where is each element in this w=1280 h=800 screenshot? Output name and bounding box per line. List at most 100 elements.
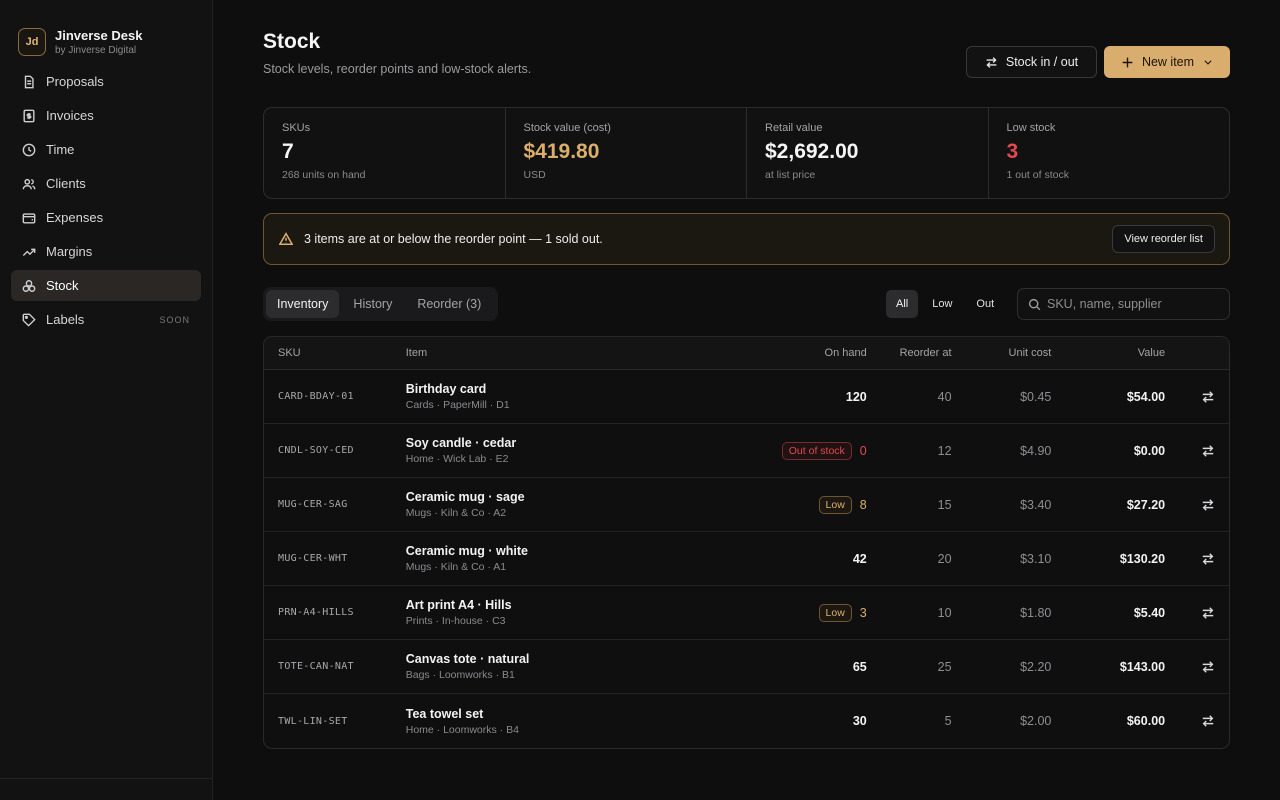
- stat-stock-value: Stock value (cost) $419.80 USD: [506, 108, 747, 198]
- sku-code: MUG-CER-WHT: [278, 553, 348, 564]
- reorder-at: 15: [937, 497, 952, 512]
- stock-in-out-button[interactable]: Stock in / out: [966, 46, 1097, 78]
- sidebar-item-labels[interactable]: Labels SOON: [11, 304, 201, 335]
- stats-panel: SKUs 7 268 units on hand Stock value (co…: [263, 107, 1230, 199]
- adjust-stock-icon[interactable]: [1201, 660, 1215, 674]
- alert-text: 3 items are at or below the reorder poin…: [304, 232, 603, 246]
- adjust-stock-icon[interactable]: [1201, 498, 1215, 512]
- stat-label: Stock value (cost): [523, 122, 611, 134]
- sidebar-item-label: Labels: [46, 312, 85, 327]
- item-name: Soy candle · cedar: [405, 436, 517, 450]
- stat-retail-value: Retail value $2,692.00 at list price: [747, 108, 989, 198]
- table-header: SKU Item On hand Reorder at Unit cost Va…: [264, 337, 1229, 370]
- sidebar-item-label: Stock: [46, 278, 79, 293]
- brand-name: Jinverse Desk: [55, 28, 143, 43]
- new-item-label: New item: [1141, 55, 1195, 69]
- sidebar-item-label: Expenses: [46, 210, 104, 225]
- filter-low[interactable]: Low: [932, 298, 953, 310]
- tab-inventory[interactable]: Inventory: [266, 290, 340, 318]
- unit-cost: $3.40: [1020, 497, 1052, 512]
- item-name: Art print A4 · Hills: [405, 598, 512, 612]
- table-row[interactable]: TOTE-CAN-NAT Canvas tote · natural Bags ·…: [264, 640, 1229, 694]
- sidebar-item-label: Clients: [46, 176, 86, 191]
- sidebar: Jd Jinverse Desk by Jinverse Digital Pro…: [0, 0, 213, 800]
- sidebar-item-expenses[interactable]: Expenses: [11, 202, 201, 233]
- column-header-reorder-at[interactable]: Reorder at: [899, 347, 952, 359]
- stat-subtext: 1 out of stock: [1006, 169, 1069, 181]
- stat-label: Low stock: [1006, 122, 1056, 134]
- column-header-item[interactable]: Item: [405, 347, 428, 359]
- item-name: Birthday card: [405, 382, 487, 396]
- search-icon: [1028, 298, 1041, 310]
- tab-reorder[interactable]: Reorder (3): [417, 297, 482, 311]
- sku-code: PRN-A4-HILLS: [278, 607, 354, 618]
- column-header-unit-cost[interactable]: Unit cost: [1008, 347, 1052, 359]
- out-of-stock-badge: Out of stock: [781, 441, 852, 460]
- clock-icon: [22, 143, 36, 157]
- sidebar-item-invoices[interactable]: Invoices: [11, 100, 201, 131]
- stat-value: $419.80: [523, 140, 600, 163]
- reorder-at: 5: [944, 714, 952, 728]
- view-tabs: Inventory History Reorder (3): [263, 287, 499, 321]
- stock-value: $54.00: [1126, 389, 1166, 404]
- trend-icon: [22, 245, 36, 259]
- filter-all[interactable]: All: [886, 290, 919, 318]
- item-name: Tea towel set: [405, 706, 484, 721]
- sidebar-item-stock[interactable]: Stock: [11, 270, 201, 301]
- adjust-stock-icon[interactable]: [1201, 390, 1215, 404]
- column-header-on-hand[interactable]: On hand: [824, 347, 867, 359]
- table-row[interactable]: CNDL-SOY-CED Soy candle · cedar Home · Wi…: [264, 424, 1229, 478]
- inventory-table: SKU Item On hand Reorder at Unit cost Va…: [263, 336, 1230, 749]
- reorder-at: 12: [937, 443, 952, 458]
- column-header-sku[interactable]: SKU: [278, 347, 301, 359]
- view-reorder-list-button[interactable]: View reorder list: [1112, 225, 1215, 253]
- item-meta: Mugs · Kiln & Co · A1: [405, 561, 507, 573]
- unit-cost: $1.80: [1020, 605, 1052, 620]
- brand[interactable]: Jd Jinverse Desk by Jinverse Digital: [0, 0, 212, 66]
- sidebar-item-margins[interactable]: Margins: [11, 236, 201, 267]
- swap-icon: [986, 56, 997, 68]
- sidebar-item-label: Proposals: [46, 74, 104, 89]
- new-item-button[interactable]: New item: [1104, 46, 1230, 78]
- users-icon: [22, 177, 36, 191]
- table-row[interactable]: CARD-BDAY-01 Birthday card Cards · PaperM…: [264, 370, 1229, 424]
- adjust-stock-icon[interactable]: [1201, 606, 1215, 620]
- stock-value: $60.00: [1126, 714, 1166, 728]
- unit-cost: $3.10: [1020, 551, 1052, 566]
- filter-out[interactable]: Out: [976, 298, 995, 310]
- table-row[interactable]: TWL-LIN-SET Tea towel set Home · Loomwork…: [264, 694, 1229, 748]
- table-row[interactable]: MUG-CER-WHT Ceramic mug · white Mugs · Ki…: [264, 532, 1229, 586]
- stat-value: 7: [282, 140, 294, 163]
- on-hand-qty: 30: [852, 714, 867, 728]
- adjust-stock-icon[interactable]: [1201, 444, 1215, 458]
- reorder-at: 40: [937, 389, 952, 404]
- adjust-stock-icon[interactable]: [1201, 714, 1215, 728]
- column-header-value[interactable]: Value: [1137, 347, 1166, 359]
- item-name: Ceramic mug · white: [405, 544, 528, 558]
- on-hand-qty: 3: [859, 605, 867, 620]
- item-name: Canvas tote · natural: [405, 652, 530, 666]
- stock-filters: All Low Out: [886, 290, 1008, 318]
- low-stock-badge: Low: [818, 495, 852, 514]
- chevron-down-icon: [1204, 60, 1212, 65]
- sku-code: CARD-BDAY-01: [278, 391, 354, 402]
- search-input[interactable]: [1047, 297, 1217, 311]
- table-row[interactable]: PRN-A4-HILLS Art print A4 · Hills Prints …: [264, 586, 1229, 640]
- unit-cost: $0.45: [1020, 389, 1052, 404]
- adjust-stock-icon[interactable]: [1201, 552, 1215, 566]
- sidebar-item-clients[interactable]: Clients: [11, 168, 201, 199]
- reorder-at: 20: [937, 551, 952, 566]
- sidebar-item-proposals[interactable]: Proposals: [11, 66, 201, 97]
- plus-icon: [1122, 57, 1133, 67]
- wallet-icon: [22, 211, 36, 225]
- document-icon: [22, 75, 36, 89]
- table-row[interactable]: MUG-CER-SAG Ceramic mug · sage Mugs · Kil…: [264, 478, 1229, 532]
- sku-code: TWL-LIN-SET: [278, 715, 348, 727]
- sidebar-item-time[interactable]: Time: [11, 134, 201, 165]
- on-hand-qty: 8: [859, 497, 867, 512]
- on-hand-qty: 42: [852, 551, 867, 566]
- stat-low-stock: Low stock 3 1 out of stock: [989, 108, 1230, 198]
- item-meta: Bags · Loomworks · B1: [405, 669, 515, 681]
- item-meta: Cards · PaperMill · D1: [405, 399, 510, 411]
- tab-history[interactable]: History: [353, 297, 393, 311]
